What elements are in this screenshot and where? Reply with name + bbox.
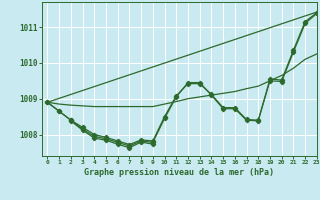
X-axis label: Graphe pression niveau de la mer (hPa): Graphe pression niveau de la mer (hPa) xyxy=(84,168,274,177)
